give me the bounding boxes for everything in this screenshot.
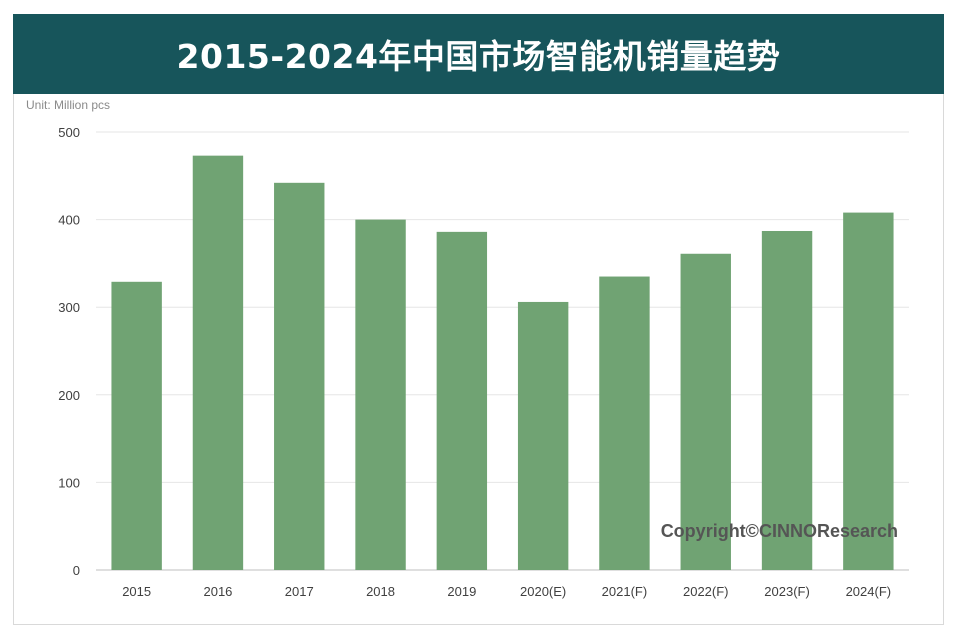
copyright-watermark: Copyright©CINNOResearch: [660, 521, 898, 541]
y-tick-label: 400: [58, 213, 80, 228]
y-tick-label: 300: [58, 300, 80, 315]
x-tick-label: 2018: [366, 584, 395, 599]
x-tick-label: 2019: [447, 584, 476, 599]
bar: [517, 301, 569, 570]
x-tick-label: 2023(F): [764, 584, 810, 599]
x-tick-label: 2017: [285, 584, 314, 599]
x-tick-label: 2022(F): [683, 584, 729, 599]
y-tick-label: 200: [58, 388, 80, 403]
bar: [274, 182, 325, 571]
y-tick-label: 0: [73, 563, 80, 578]
unit-label: Unit: Million pcs: [26, 98, 111, 112]
x-tick-label: 2024(F): [846, 584, 892, 599]
bar: [599, 276, 650, 570]
x-tick-label: 2015: [122, 584, 151, 599]
bar: [355, 219, 406, 570]
x-tick-label: 2021(F): [602, 584, 648, 599]
bar: [111, 281, 162, 570]
title-banner: 2015-2024年中国市场智能机销量趋势: [13, 14, 944, 94]
x-tick-label: 2016: [203, 584, 232, 599]
bar: [436, 231, 488, 570]
y-tick-label: 500: [58, 125, 80, 140]
chart-title: 2015-2024年中国市场智能机销量趋势: [176, 37, 781, 76]
bar: [761, 230, 813, 570]
x-tick-label: 2020(E): [520, 584, 566, 599]
bar: [680, 253, 731, 570]
bar: [192, 155, 244, 571]
bar: [843, 212, 894, 571]
y-tick-label: 100: [58, 475, 80, 490]
